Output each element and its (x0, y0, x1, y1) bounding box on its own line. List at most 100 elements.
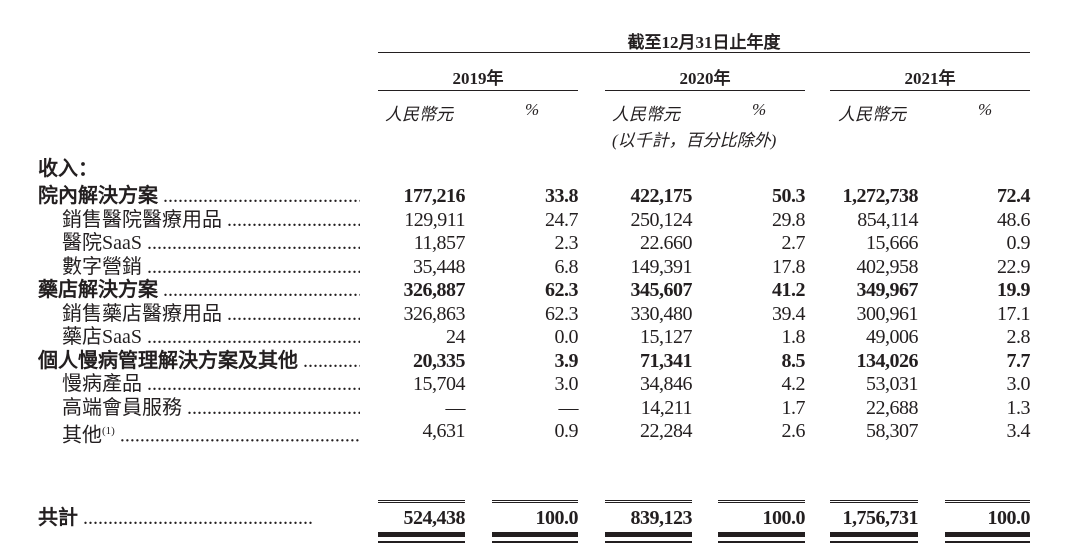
table-row: 高端會員服務 .................................… (0, 396, 1080, 420)
unit-note: (以千計，百分比除外) (612, 131, 777, 150)
cell-value: 349,967 (856, 279, 919, 301)
total-value: 839,123 (630, 507, 693, 529)
row-label: 藥店SaaS .................................… (62, 326, 360, 348)
cell-value: — (445, 397, 466, 419)
row-label: 慢病產品 ...................................… (62, 373, 360, 395)
total-double-rule (830, 541, 918, 543)
pct-label-2019: % (525, 100, 540, 119)
cell-value: 62.3 (545, 303, 579, 325)
row-label-text: 醫院SaaS (62, 232, 142, 254)
cell-value: 402,958 (856, 256, 919, 278)
year-rule (830, 90, 1030, 91)
pct-label-2021: % (978, 100, 993, 119)
row-label-text: 慢病產品 (62, 373, 142, 395)
cell-value: 6.8 (554, 256, 579, 278)
year-header-2021: 2021年 (904, 69, 956, 88)
cell-value: 50.3 (772, 185, 806, 207)
table-row: 院內解決方案 .................................… (0, 184, 1080, 208)
cell-value: 62.3 (545, 279, 579, 301)
year-header-2019: 2019年 (452, 69, 504, 88)
total-value: 100.0 (535, 507, 579, 529)
cell-value: 4.2 (781, 373, 806, 395)
cell-value: 326,863 (403, 303, 466, 325)
subtotal-rule (718, 500, 805, 501)
cell-value: 1.8 (781, 326, 806, 348)
cell-value: 14,211 (640, 397, 693, 419)
subtotal-rule (492, 502, 578, 503)
row-label-text: 其他 (62, 424, 102, 447)
cell-value: 29.8 (772, 209, 806, 231)
cell-value: 3.0 (1006, 373, 1031, 395)
cell-value: 24.7 (545, 209, 579, 231)
section-label-revenue: 收入： (38, 158, 98, 180)
table-row: 藥店SaaS .................................… (0, 325, 1080, 349)
period-header: 截至12月31日止年度 (627, 33, 781, 52)
cell-value: 24 (446, 326, 466, 348)
cell-value: 1,272,738 (842, 185, 919, 207)
cell-value: 129,911 (404, 209, 465, 231)
cell-value: 0.0 (554, 326, 579, 348)
pct-label-2020: % (752, 100, 767, 119)
row-label: 高端會員服務 .................................… (62, 397, 360, 419)
cell-value: 345,607 (630, 279, 693, 301)
table-row: 銷售醫院醫療用品 ...............................… (0, 208, 1080, 232)
total-double-rule (945, 532, 1030, 537)
total-value: 100.0 (987, 507, 1031, 529)
table-row: 個人慢病管理解決方案及其他 ..........................… (0, 349, 1080, 373)
unit-label-2020: 人民幣元 (612, 105, 680, 124)
cell-value: 8.5 (781, 350, 806, 372)
cell-value: 17.1 (997, 303, 1031, 325)
subtotal-rule (605, 500, 692, 501)
total-value: 100.0 (762, 507, 806, 529)
row-label: 數字營銷 ...................................… (62, 256, 360, 278)
cell-value: 2.7 (781, 232, 806, 254)
subtotal-rule (945, 500, 1030, 501)
cell-value: — (558, 397, 579, 419)
row-label: 銷售醫院醫療用品 ...............................… (62, 209, 360, 231)
total-value: 524,438 (403, 507, 466, 529)
table-row: 慢病產品 ...................................… (0, 372, 1080, 396)
row-label-text: 藥店解決方案 (38, 279, 158, 301)
total-double-rule (830, 532, 918, 537)
cell-value: 22,688 (866, 397, 919, 419)
cell-value: 72.4 (997, 185, 1031, 207)
subtotal-rule (605, 502, 692, 503)
row-label: 個人慢病管理解決方案及其他 ..........................… (38, 350, 360, 372)
subtotal-rule (830, 502, 918, 503)
cell-value: 3.9 (554, 350, 579, 372)
cell-value: 326,887 (403, 279, 466, 301)
total-double-rule (605, 532, 692, 537)
cell-value: 41.2 (772, 279, 806, 301)
cell-value: 19.9 (997, 279, 1031, 301)
cell-value: 1.7 (781, 397, 806, 419)
header-rule (378, 52, 1030, 53)
row-label-text: 銷售醫院醫療用品 (62, 209, 222, 231)
cell-value: 3.4 (1006, 420, 1031, 442)
cell-value: 53,031 (866, 373, 919, 395)
cell-value: 2.3 (554, 232, 579, 254)
year-header-2020: 2020年 (679, 69, 731, 88)
table-row: 銷售藥店醫療用品 ...............................… (0, 302, 1080, 326)
total-double-rule (492, 541, 578, 543)
cell-value: 58,307 (866, 420, 919, 442)
cell-value: 15,127 (640, 326, 693, 348)
cell-value: 1.3 (1006, 397, 1031, 419)
cell-value: 330,480 (630, 303, 693, 325)
cell-value: 22.9 (997, 256, 1031, 278)
row-label: 醫院SaaS .................................… (62, 232, 360, 254)
row-label-text: 個人慢病管理解決方案及其他 (38, 350, 298, 372)
cell-value: 2.8 (1006, 326, 1031, 348)
row-label-text: 銷售藥店醫療用品 (62, 303, 222, 325)
year-rule (605, 90, 805, 91)
row-label: 藥店解決方案 .................................… (38, 279, 360, 301)
cell-value: 48.6 (997, 209, 1031, 231)
cell-value: 22,284 (640, 420, 693, 442)
subtotal-rule (945, 502, 1030, 503)
table-row: 醫院SaaS .................................… (0, 231, 1080, 255)
total-double-rule (605, 541, 692, 543)
total-double-rule (718, 532, 805, 537)
footnote-marker: (1) (102, 425, 115, 437)
cell-value: 20,335 (413, 350, 466, 372)
cell-value: 7.7 (1006, 350, 1031, 372)
total-label: 共計 .....................................… (38, 507, 313, 529)
